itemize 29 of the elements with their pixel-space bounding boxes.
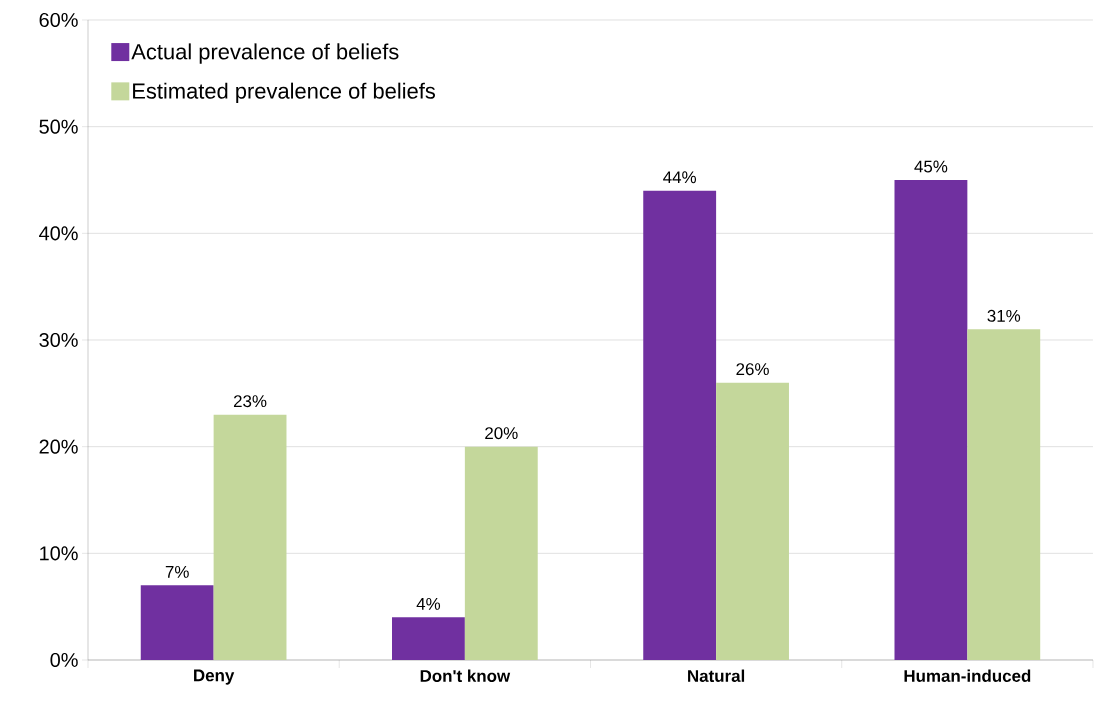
y-tick-label: 10%: [40, 546, 78, 561]
data-label: 44%: [663, 171, 697, 184]
data-label: 20%: [485, 427, 518, 440]
legend-label: Estimated prevalence of beliefs: [133, 82, 436, 104]
data-label: 31%: [987, 309, 1021, 322]
legend-label: Actual prevalence of beliefs: [131, 43, 399, 64]
bar: [643, 190, 717, 660]
y-tick-label: 50%: [39, 119, 78, 134]
x-tick-label: Natural: [688, 669, 745, 682]
data-label: 23%: [233, 395, 267, 408]
x-tick-label: Don't know: [420, 669, 511, 682]
y-tick-label: 40%: [39, 226, 78, 241]
y-tick-label: 20%: [39, 439, 78, 454]
data-label: 45%: [914, 160, 948, 173]
bar: [140, 585, 214, 660]
bar: [716, 382, 789, 660]
x-tick-label: Human-induced: [904, 669, 1031, 682]
bar: [213, 414, 287, 660]
data-label: 26%: [736, 363, 769, 376]
bar: [392, 617, 465, 660]
bar: [894, 180, 968, 660]
data-label: 7%: [165, 565, 189, 578]
x-tick-label: Deny: [194, 669, 235, 685]
y-tick-label: 60%: [39, 12, 78, 28]
data-label: 4%: [416, 597, 441, 610]
bar: [967, 329, 1041, 660]
y-tick-label: 0%: [50, 652, 78, 668]
y-tick-label: 30%: [39, 332, 78, 348]
bar: [464, 446, 538, 660]
